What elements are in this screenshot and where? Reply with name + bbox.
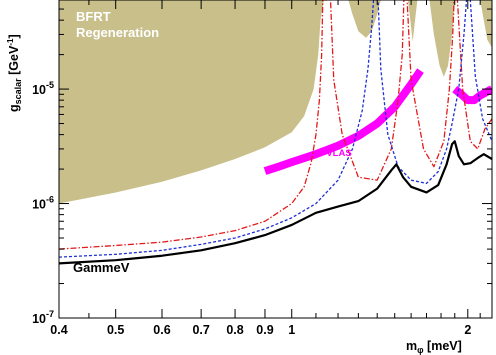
y-axis-title-main: g	[7, 104, 21, 112]
y-tick-label: 10-6	[32, 195, 54, 212]
y-tick-label-base: 10	[32, 83, 46, 97]
x-axis-title: mφ [meV]	[406, 339, 462, 355]
gammev-label: GammeV	[73, 260, 130, 275]
plot-area	[59, 0, 492, 265]
x-axis-title-main: m	[406, 339, 417, 353]
x-axis-title-sub: φ	[417, 345, 424, 355]
regions-layer	[59, 0, 492, 204]
y-tick-label-base: 10	[32, 312, 46, 326]
bfrt-label-line1: BFRT	[76, 9, 111, 24]
y-axis-title-unit-post: ]	[7, 34, 21, 38]
y-tick-label: 10-5	[32, 80, 54, 97]
y-tick-label-exponent: -7	[46, 309, 54, 319]
series-layer	[59, 0, 492, 265]
y-tick-label: 10-7	[32, 309, 54, 326]
plot-frame	[58, 0, 493, 319]
x-tick-label: 0.4	[50, 323, 67, 337]
axes-layer	[58, 0, 493, 319]
pvlas-band-segment	[263, 68, 424, 175]
red-dash-dot-curve	[59, 0, 492, 250]
x-tick-label: 1	[288, 323, 295, 337]
blue-dashed-curve	[59, 0, 492, 258]
y-axis-title-sub: scalar	[13, 78, 23, 105]
y-tick-label-base: 10	[32, 198, 46, 212]
x-tick-label: 2	[464, 323, 471, 337]
bfrt-label-line2: Regeneration	[76, 25, 159, 40]
x-tick-label: 0.6	[153, 323, 170, 337]
x-tick-label: 0.5	[107, 323, 124, 337]
x-tick-label: 0.8	[226, 323, 243, 337]
bfrt-exclusion-region	[59, 0, 492, 204]
x-axis-title-unit: [meV]	[424, 339, 462, 353]
x-tick-label: 0.9	[256, 323, 273, 337]
y-tick-label-exponent: -6	[46, 195, 54, 205]
gammev-curve	[59, 140, 492, 265]
y-axis-title-unit-pre: [GeV	[7, 45, 21, 78]
y-axis-title: gscalar [GeV-1]	[6, 34, 23, 112]
tick-labels: 0.4 0.5 0.6 0.7 0.8 0.9 1 210-710-610-5	[32, 80, 471, 337]
pvlas-label: PVLAS	[320, 148, 352, 159]
x-tick-label: 0.7	[192, 323, 209, 337]
y-axis-title-unit-sup: -1	[6, 38, 15, 46]
pvlas-band-segment	[452, 85, 492, 105]
y-tick-label-exponent: -5	[46, 80, 54, 90]
